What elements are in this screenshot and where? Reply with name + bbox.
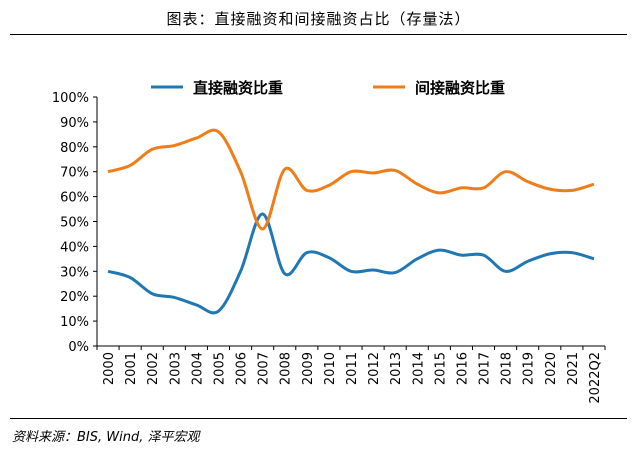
x-tick-label: 2010 <box>323 352 338 385</box>
axes: 0% 10% 20% 30% 40% 50% 60% 70% 80% 90% 100% 2000 200… <box>52 91 606 404</box>
series-lines <box>107 128 595 315</box>
source-note: 资料来源：BIS, Wind, 泽平宏观 <box>12 430 200 445</box>
x-tick-label: 2012 <box>367 352 382 385</box>
source-rule <box>10 418 627 419</box>
x-tick-label: 2013 <box>389 352 404 385</box>
x-tick-label: 2019 <box>522 352 537 385</box>
legend: 直接融资比重 间接融资比重 <box>151 79 505 97</box>
title-rule <box>10 34 627 35</box>
chart-title: 图表：直接融资和间接融资占比（存量法） <box>166 10 471 28</box>
x-tick-label: 2003 <box>168 352 183 385</box>
x-tick-label: 2017 <box>478 352 493 385</box>
x-tick-label: 2022Q2 <box>588 352 603 404</box>
x-tick-label: 2006 <box>235 352 250 385</box>
x-tick-label: 2000 <box>102 352 117 385</box>
x-tick-label: 2014 <box>411 352 426 385</box>
x-tick-label: 2021 <box>566 352 581 385</box>
x-tick-label: 2011 <box>345 352 360 385</box>
series-line-indirect <box>107 128 595 231</box>
y-tick-label: 30% <box>60 265 89 280</box>
y-tick-label: 70% <box>60 166 89 181</box>
y-tick-label: 50% <box>60 216 89 231</box>
x-tick-label: 2018 <box>500 352 515 385</box>
x-tick-label: 2020 <box>544 352 559 385</box>
x-tick-label: 2007 <box>257 352 272 385</box>
x-tick-label: 2002 <box>146 352 161 385</box>
y-tick-label: 80% <box>60 141 89 156</box>
x-tick-label: 2015 <box>433 352 448 385</box>
legend-label-direct: 直接融资比重 <box>193 79 283 97</box>
x-tick-label: 2001 <box>124 352 139 385</box>
x-tick-label: 2016 <box>455 352 470 385</box>
x-tick-label: 2008 <box>279 352 294 385</box>
y-tick-label: 20% <box>60 290 89 305</box>
series-line-direct <box>107 212 595 315</box>
x-tick-label: 2004 <box>190 352 205 385</box>
y-tick-label: 60% <box>60 191 89 206</box>
y-tick-label: 0% <box>68 340 89 355</box>
y-tick-label: 90% <box>60 116 89 131</box>
legend-label-indirect: 间接融资比重 <box>415 79 505 97</box>
x-tick-label: 2005 <box>212 352 227 385</box>
y-tick-label: 10% <box>60 315 89 330</box>
y-tick-label: 40% <box>60 240 89 255</box>
y-tick-label: 100% <box>52 91 89 106</box>
x-tick-label: 2009 <box>301 352 316 385</box>
